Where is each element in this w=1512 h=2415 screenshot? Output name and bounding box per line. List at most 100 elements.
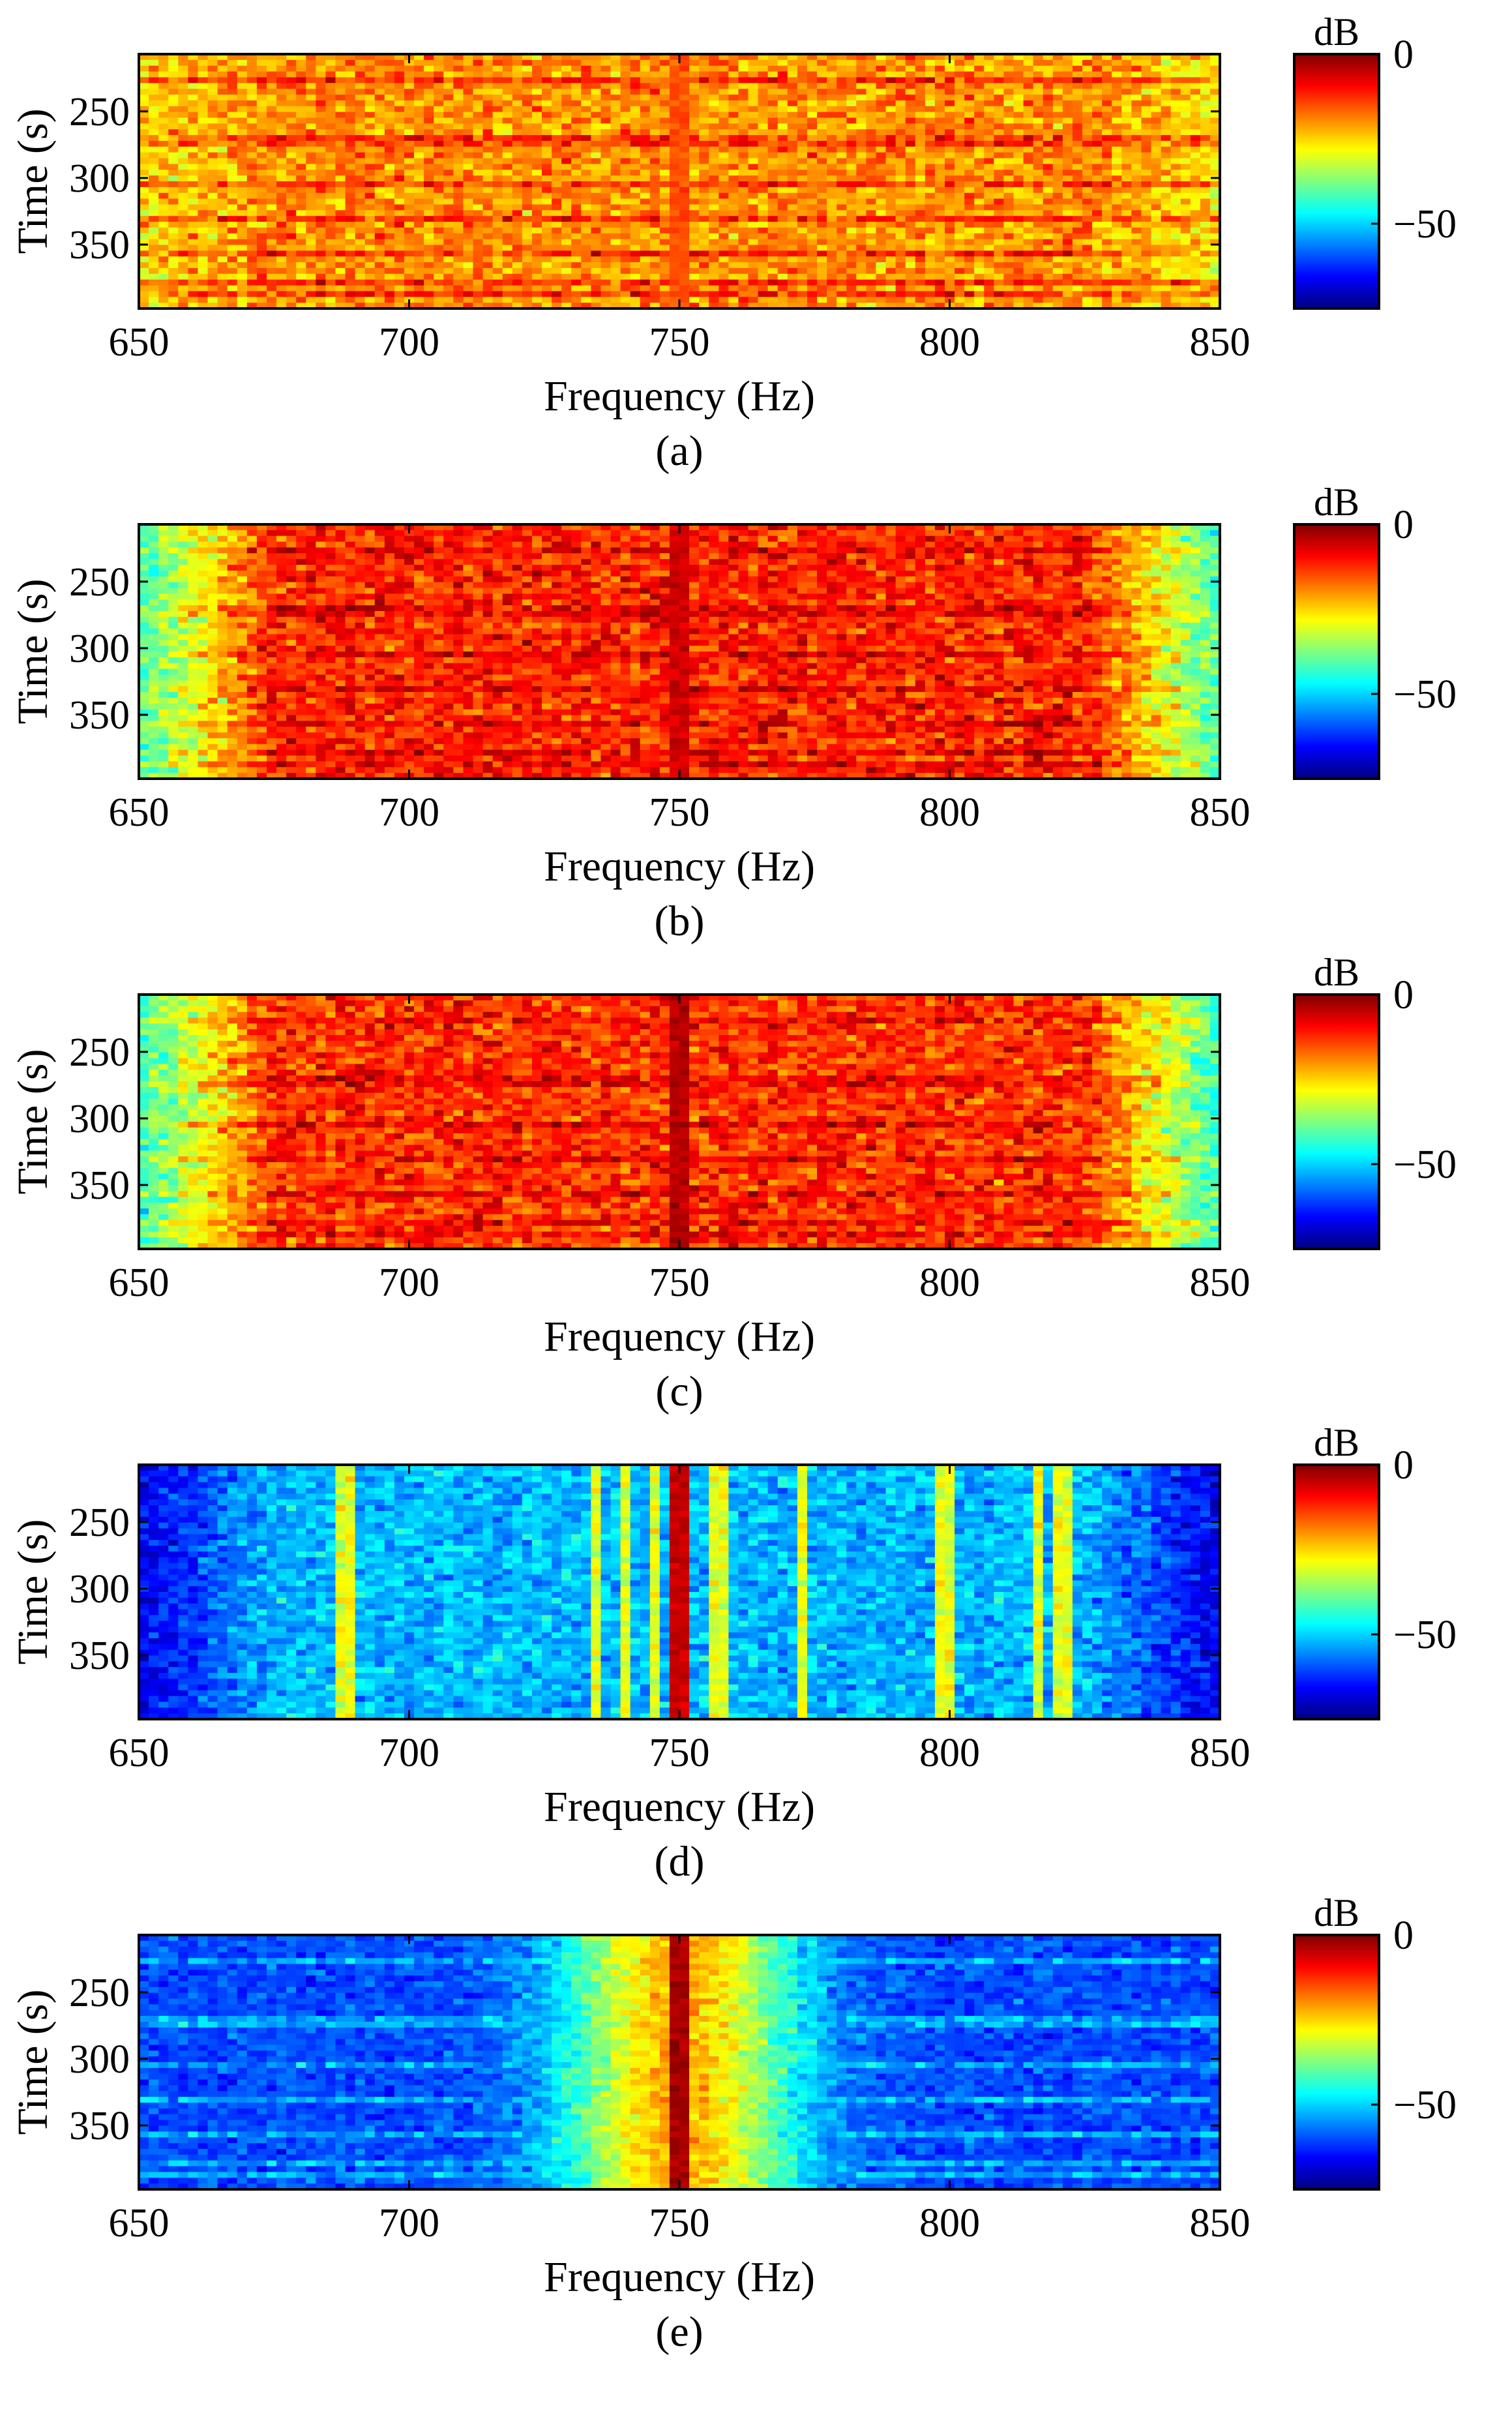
heatmap-cell [719,262,729,269]
heatmap-cell [915,77,926,83]
heatmap-cell [1023,285,1034,292]
heatmap-cell [797,273,808,280]
heatmap-cell [1170,297,1181,303]
heatmap-cell [522,524,533,531]
heatmap-cell [925,135,936,142]
heatmap-cell [434,256,444,263]
heatmap-cell [1161,245,1172,251]
heatmap-cell [955,175,965,182]
heatmap-cell [364,170,376,176]
heatmap-cell [541,267,552,275]
heatmap-cell [955,100,965,107]
heatmap-cell [394,291,405,297]
heatmap-cell [286,192,297,200]
heatmap-cell [1112,273,1122,280]
heatmap-cell [178,71,188,78]
heatmap-cell [364,59,376,67]
heatmap-cell [561,65,572,72]
heatmap-cell [571,303,582,309]
heatmap-cell [139,198,149,205]
heatmap-cell [188,83,199,89]
heatmap-cell [709,524,719,531]
heatmap-cell [217,245,228,251]
heatmap-cell [561,210,572,217]
heatmap-cell [964,89,975,95]
heatmap-cell [266,279,277,286]
heatmap-cell [905,256,916,263]
heatmap-cell [552,129,562,136]
heatmap-cell [1072,222,1083,228]
heatmap-cell [630,279,641,286]
heatmap-cell [414,95,424,101]
heatmap-cell [552,239,562,246]
heatmap-cell [541,106,552,113]
heatmap-cell [414,233,424,240]
heatmap-cell [984,239,994,246]
heatmap-cell [876,233,887,240]
heatmap-cell [1062,135,1073,142]
heatmap-cell [934,233,945,240]
heatmap-cell [374,65,385,72]
heatmap-cell [227,65,238,72]
heatmap-cell [620,187,631,194]
heatmap-cell [915,117,926,124]
heatmap-cell [925,65,936,72]
heatmap-cell [374,216,385,222]
heatmap-cell [1161,256,1172,263]
heatmap-cell [227,250,238,257]
heatmap-cell [640,129,651,136]
heatmap-cell [1092,123,1103,130]
heatmap-cell [316,117,326,124]
heatmap-cell [531,83,542,89]
heatmap-cell [777,262,788,269]
heatmap-cell [679,95,690,101]
heatmap-cell [1200,135,1211,142]
heatmap-cell [955,210,965,217]
heatmap-cell [689,65,700,72]
heatmap-cell [738,112,749,119]
heatmap-cell [394,140,405,147]
heatmap-cell [974,285,985,292]
heatmap-cell [552,175,562,182]
heatmap-cell [207,233,218,240]
heatmap-cell [531,54,542,61]
heatmap-cell [807,291,818,297]
heatmap-cell [276,175,287,182]
heatmap-cell [414,170,424,176]
heatmap-cell [787,216,798,222]
heatmap-cell [168,106,179,113]
heatmap-cell [256,210,267,217]
heatmap-cell [817,164,827,170]
heatmap-cell [1151,65,1162,72]
heatmap-cell [149,164,159,170]
heatmap-cell [1013,117,1024,124]
heatmap-cell [827,216,837,222]
heatmap-cell [1033,140,1044,147]
heatmap-cell [139,524,149,531]
heatmap-cell [777,267,788,275]
heatmap-cell [139,71,149,78]
heatmap-cell [1200,123,1211,130]
heatmap-cell [424,216,434,222]
heatmap-cell [1033,100,1044,107]
heatmap-cell [1092,112,1103,119]
heatmap-cell [728,204,739,211]
heatmap-cell [1209,100,1221,107]
heatmap-cell [1003,164,1015,170]
heatmap-cell [188,250,199,257]
heatmap-cell [1131,250,1142,257]
heatmap-cell [944,181,955,188]
heatmap-cell [777,187,788,194]
heatmap-cell [610,297,621,303]
heatmap-cell [463,175,474,182]
heatmap-cell [974,245,985,251]
heatmap-cell [286,297,297,303]
heatmap-cell [1102,71,1112,78]
heatmap-cell [237,152,248,159]
heatmap-cell [207,54,218,61]
heatmap-cell [1141,524,1152,531]
heatmap-cell [364,267,376,275]
heatmap-cell [1180,129,1191,136]
heatmap-cell [482,100,494,107]
heatmap-cell [659,123,670,130]
